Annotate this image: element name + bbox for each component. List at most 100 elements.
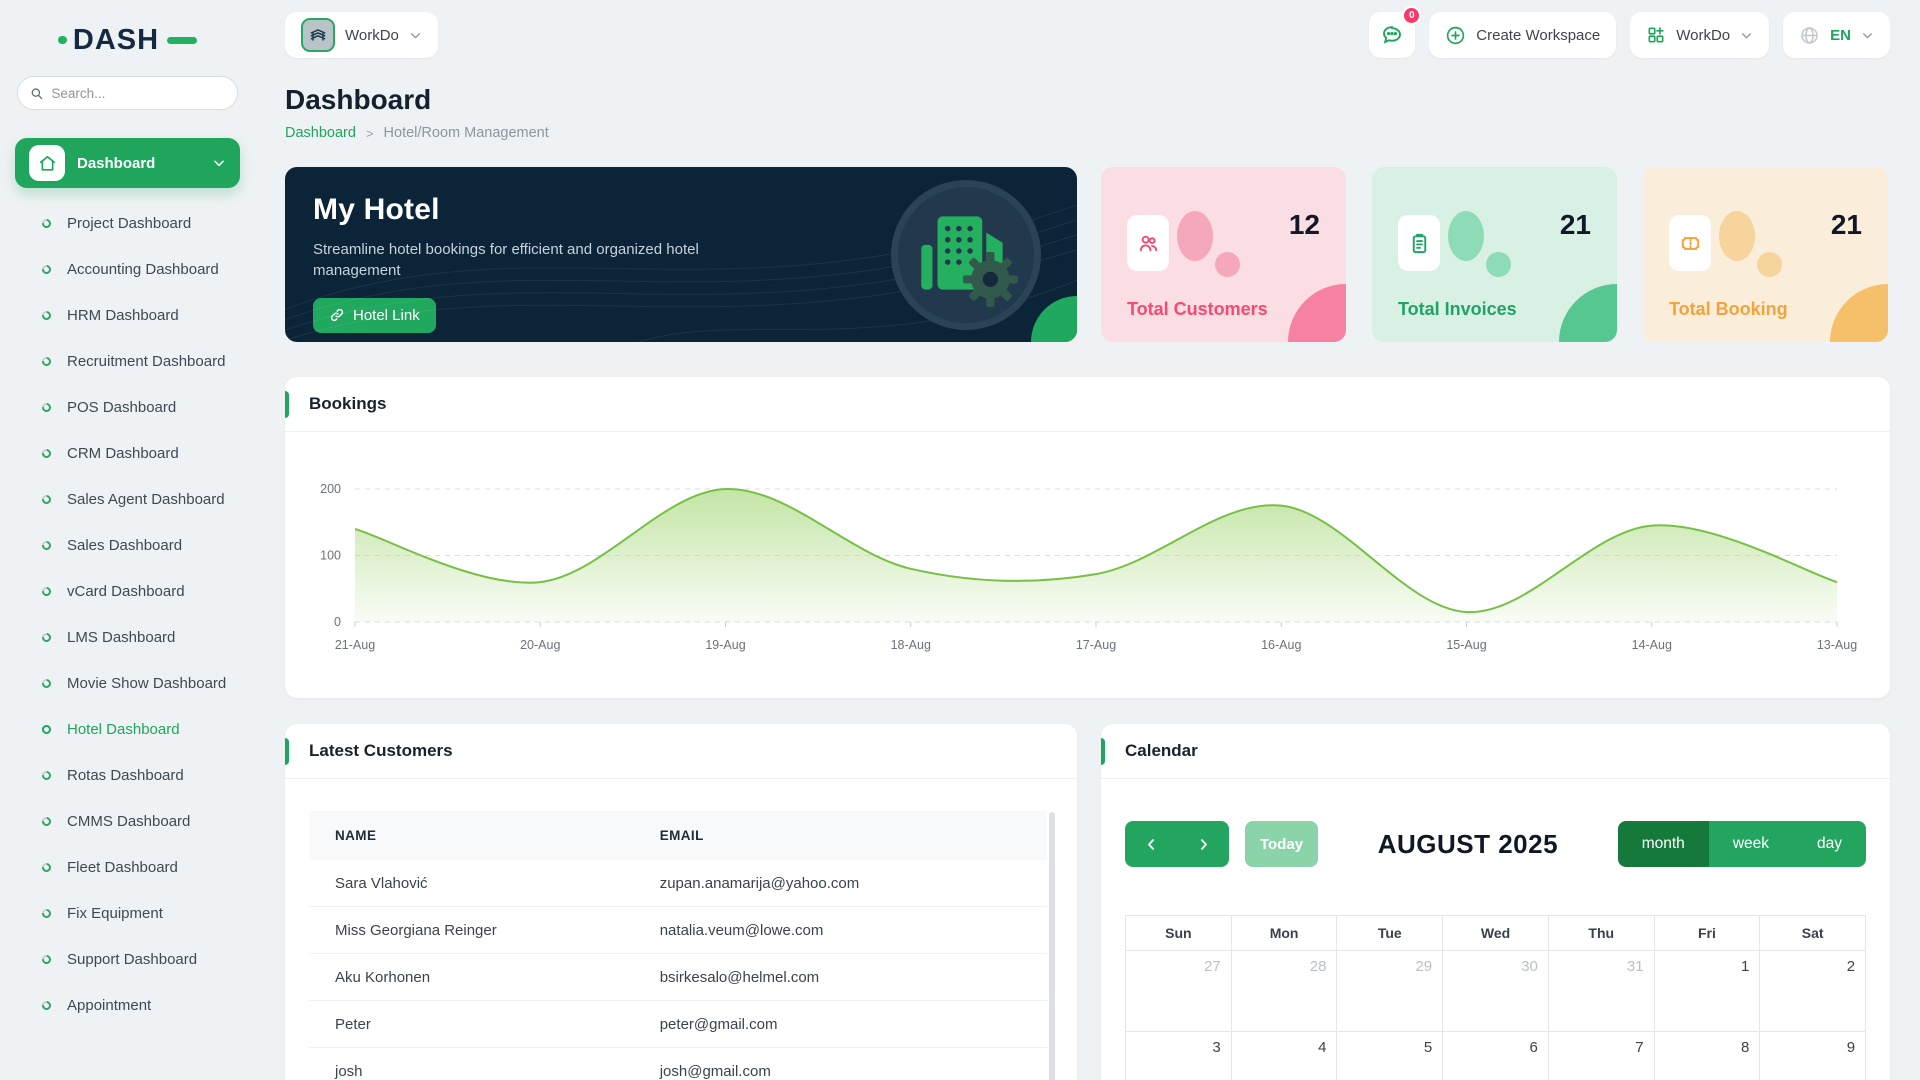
bullet-icon (40, 814, 53, 828)
sidebar-item-movie-show-dashboard[interactable]: Movie Show Dashboard (14, 660, 241, 706)
language-selector[interactable]: EN (1783, 12, 1890, 58)
sidebar-item-fleet-dashboard[interactable]: Fleet Dashboard (14, 844, 241, 890)
logo-dash (167, 36, 198, 44)
calendar-day-cell[interactable]: 5 (1336, 1031, 1443, 1080)
svg-text:21-Aug: 21-Aug (335, 638, 375, 652)
create-workspace-label: Create Workspace (1476, 26, 1601, 44)
sidebar-item-fix-equipment[interactable]: Fix Equipment (14, 890, 241, 936)
sidebar-item-hotel-dashboard[interactable]: Hotel Dashboard (14, 706, 241, 752)
link-icon (330, 308, 344, 322)
customer-row: Peter peter@gmail.com (309, 1000, 1047, 1048)
bullet-icon (40, 768, 53, 782)
bullet-icon (40, 998, 53, 1012)
card-accent-bar (285, 738, 289, 765)
calendar-day-cell[interactable]: 27 (1126, 950, 1231, 1031)
sidebar-item-label: Recruitment Dashboard (67, 352, 226, 370)
sidebar-item-label: Fleet Dashboard (67, 858, 178, 876)
svg-text:20-Aug: 20-Aug (520, 638, 560, 652)
calendar-day-cell[interactable]: 9 (1759, 1031, 1866, 1080)
customer-email: bsirkesalo@helmel.com (633, 953, 1047, 1001)
topbar-actions: 0 Create Workspace WorkDo EN (1369, 6, 1890, 58)
search-box[interactable] (17, 76, 238, 110)
hotel-link-button[interactable]: Hotel Link (313, 297, 436, 333)
calendar-day-cell[interactable]: 1 (1653, 950, 1760, 1031)
sidebar-item-label: Support Dashboard (67, 950, 198, 968)
hero-corner-accent (1031, 296, 1077, 342)
page-title: Dashboard (285, 84, 432, 115)
calendar-day-cell[interactable]: 6 (1442, 1031, 1548, 1080)
messages-badge: 0 (1402, 6, 1422, 25)
customers-table: NAME EMAIL Sara Vlahović zupan.anamarija@… (309, 811, 1047, 1080)
column-email: EMAIL (633, 811, 1047, 860)
calendar-day-cell[interactable]: 3 (1126, 1031, 1231, 1080)
stat-value: 12 (1288, 209, 1320, 240)
calendar-view-week[interactable]: week (1708, 821, 1793, 867)
calendar-toolbar: Today AUGUST 2025 month week day (1125, 821, 1866, 867)
chevron-down-icon (410, 32, 420, 38)
messages-button[interactable]: 0 (1369, 6, 1422, 58)
calendar-day-cell[interactable]: 7 (1547, 1031, 1654, 1080)
sidebar-item-label: HRM Dashboard (67, 306, 179, 324)
calendar-card-header: Calendar (1101, 724, 1890, 779)
prev-month-button[interactable] (1125, 821, 1177, 867)
sidebar-item-project-dashboard[interactable]: Project Dashboard (14, 200, 241, 246)
bookings-card: Bookings 0 100 200 21-Aug 20-Aug 19-Aug 18-Aug… (285, 377, 1890, 698)
sidebar-item-label: LMS Dashboard (67, 628, 176, 646)
customer-name: josh (309, 1047, 634, 1080)
weekday-label: Sun (1165, 925, 1192, 941)
customer-email: peter@gmail.com (633, 1000, 1047, 1048)
stat-card-total-booking: 21 Total Booking (1643, 167, 1888, 342)
calendar-day-cell[interactable]: 4 (1230, 1031, 1337, 1080)
table-scrollbar[interactable] (1049, 812, 1055, 1080)
workspace-selector[interactable]: WorkDo (285, 12, 438, 58)
calendar-view-day[interactable]: day (1793, 821, 1866, 867)
sidebar-item-rotas-dashboard[interactable]: Rotas Dashboard (14, 752, 241, 798)
app-logo[interactable]: DASH (14, 18, 241, 62)
sidebar: DASH Dashboard Project Dashboard Accounti… (0, 0, 255, 1080)
bookings-card-header: Bookings (285, 377, 1890, 432)
bullet-icon (40, 630, 53, 644)
calendar-day-cell[interactable]: 8 (1653, 1031, 1760, 1080)
next-month-button[interactable] (1177, 821, 1229, 867)
main-content: WorkDo 0 Create Workspace WorkDo EN (255, 0, 1920, 1080)
calendar-day-cell[interactable]: 2 (1759, 950, 1866, 1031)
breadcrumb-home-link[interactable]: Dashboard (285, 125, 356, 141)
svg-text:200: 200 (320, 482, 341, 496)
sidebar-item-sales-agent-dashboard[interactable]: Sales Agent Dashboard (14, 476, 241, 522)
app-switcher-label: WorkDo (1676, 26, 1731, 44)
calendar-view-month[interactable]: month (1617, 821, 1709, 867)
svg-text:15-Aug: 15-Aug (1446, 638, 1486, 652)
today-button[interactable]: Today (1245, 821, 1319, 867)
weekday-label: Fri (1653, 916, 1760, 950)
breadcrumb: Dashboard > Hotel/Room Management (285, 125, 1890, 141)
chevron-down-icon (1863, 32, 1872, 38)
sidebar-item-accounting-dashboard[interactable]: Accounting Dashboard (14, 246, 241, 292)
calendar-day-cell[interactable]: 30 (1442, 950, 1548, 1031)
sidebar-item-support-dashboard[interactable]: Support Dashboard (14, 936, 241, 982)
svg-text:17-Aug: 17-Aug (1076, 638, 1116, 652)
svg-text:19-Aug: 19-Aug (705, 638, 745, 652)
sidebar-menu-dashboard[interactable]: Dashboard (15, 138, 240, 188)
corner-accent (1288, 284, 1346, 342)
chevron-down-icon (1742, 32, 1752, 38)
sidebar-item-cmms-dashboard[interactable]: CMMS Dashboard (14, 798, 241, 844)
bullet-icon (40, 492, 53, 506)
language-code: EN (1830, 26, 1851, 44)
bullet-icon (40, 538, 53, 552)
sidebar-item-pos-dashboard[interactable]: POS Dashboard (14, 384, 241, 430)
sidebar-item-recruitment-dashboard[interactable]: Recruitment Dashboard (14, 338, 241, 384)
create-workspace-button[interactable]: Create Workspace (1429, 12, 1617, 58)
calendar-day-cell[interactable]: 29 (1336, 950, 1443, 1031)
sidebar-item-appointment[interactable]: Appointment (14, 982, 241, 1028)
sidebar-item-vcard-dashboard[interactable]: vCard Dashboard (14, 568, 241, 614)
globe-icon (1801, 26, 1818, 44)
weekday-label: Mon (1230, 916, 1337, 950)
sidebar-item-lms-dashboard[interactable]: LMS Dashboard (14, 614, 241, 660)
sidebar-item-hrm-dashboard[interactable]: HRM Dashboard (14, 292, 241, 338)
sidebar-item-sales-dashboard[interactable]: Sales Dashboard (14, 522, 241, 568)
sidebar-item-crm-dashboard[interactable]: CRM Dashboard (14, 430, 241, 476)
calendar-day-cell[interactable]: 28 (1230, 950, 1337, 1031)
search-input[interactable] (51, 85, 225, 101)
calendar-day-cell[interactable]: 31 (1547, 950, 1654, 1031)
app-switcher[interactable]: WorkDo (1630, 12, 1770, 58)
